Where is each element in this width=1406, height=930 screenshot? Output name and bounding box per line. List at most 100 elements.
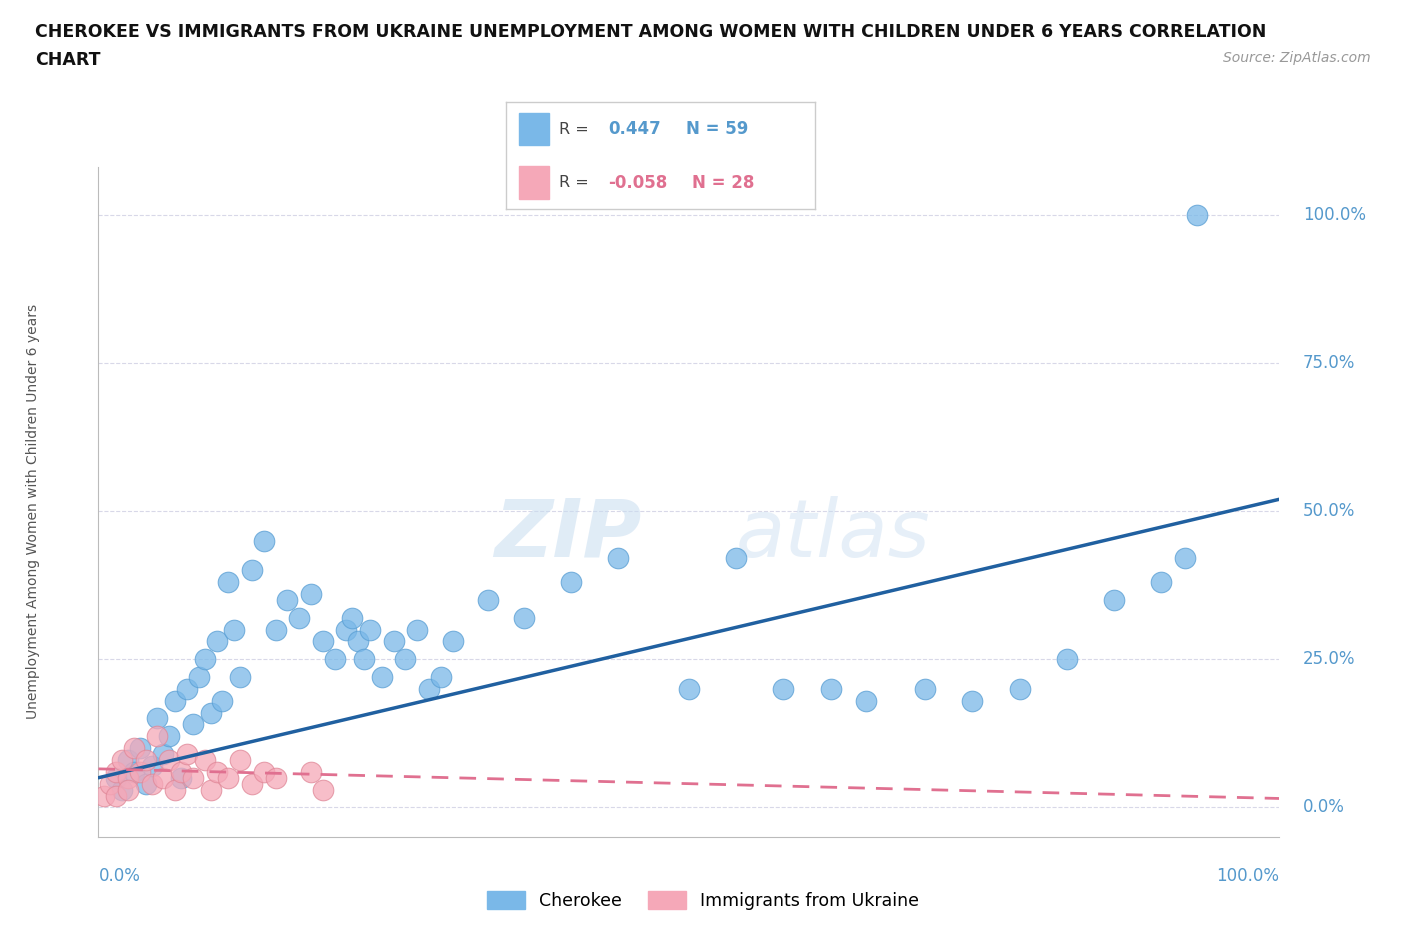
- Point: [187, 670, 209, 684]
- Point: [678, 682, 700, 697]
- Point: [105, 788, 128, 803]
- Point: [205, 634, 228, 649]
- Text: ZIP: ZIP: [495, 496, 641, 574]
- Point: [312, 634, 335, 649]
- Text: 0.0%: 0.0%: [1303, 798, 1346, 817]
- Point: [342, 610, 364, 625]
- Point: [240, 563, 263, 578]
- Point: [122, 764, 145, 779]
- Text: Unemployment Among Women with Children Under 6 years: Unemployment Among Women with Children U…: [27, 303, 41, 719]
- Point: [181, 770, 204, 785]
- Point: [276, 592, 298, 607]
- Point: [371, 670, 394, 684]
- Point: [176, 747, 198, 762]
- Text: CHEROKEE VS IMMIGRANTS FROM UKRAINE UNEMPLOYMENT AMONG WOMEN WITH CHILDREN UNDER: CHEROKEE VS IMMIGRANTS FROM UKRAINE UNEM…: [35, 23, 1267, 41]
- Point: [146, 711, 169, 726]
- Bar: [519, 113, 550, 145]
- Point: [229, 752, 252, 767]
- Point: [855, 693, 877, 708]
- Point: [1174, 551, 1197, 566]
- Text: 0.447: 0.447: [609, 120, 661, 138]
- Point: [128, 740, 150, 755]
- Point: [211, 693, 233, 708]
- Point: [117, 752, 139, 767]
- Point: [299, 764, 322, 779]
- Point: [98, 777, 121, 791]
- Point: [217, 575, 239, 590]
- Point: [165, 693, 187, 708]
- Point: [157, 752, 180, 767]
- Point: [200, 705, 222, 720]
- Point: [512, 610, 534, 625]
- Bar: [519, 166, 550, 199]
- Point: [820, 682, 842, 697]
- Point: [382, 634, 405, 649]
- Point: [205, 764, 228, 779]
- Point: [181, 717, 204, 732]
- Point: [146, 729, 169, 744]
- Point: [176, 682, 198, 697]
- Text: R =: R =: [558, 122, 589, 137]
- Point: [105, 764, 128, 779]
- Point: [165, 782, 187, 797]
- Point: [312, 782, 335, 797]
- Point: [141, 759, 163, 774]
- Point: [93, 788, 115, 803]
- Point: [240, 777, 263, 791]
- Text: CHART: CHART: [35, 51, 101, 69]
- Point: [253, 764, 276, 779]
- Point: [1102, 592, 1125, 607]
- Point: [725, 551, 748, 566]
- Point: [157, 729, 180, 744]
- Point: [128, 764, 150, 779]
- Text: 0.0%: 0.0%: [98, 867, 141, 884]
- Point: [111, 782, 134, 797]
- Point: [194, 652, 217, 667]
- Point: [335, 622, 357, 637]
- Point: [200, 782, 222, 797]
- Point: [430, 670, 453, 684]
- Point: [105, 770, 128, 785]
- Point: [170, 764, 193, 779]
- Point: [152, 770, 174, 785]
- Point: [914, 682, 936, 697]
- Point: [477, 592, 499, 607]
- Point: [406, 622, 429, 637]
- Point: [560, 575, 582, 590]
- Point: [299, 587, 322, 602]
- Point: [394, 652, 416, 667]
- Point: [347, 634, 370, 649]
- Text: Source: ZipAtlas.com: Source: ZipAtlas.com: [1223, 51, 1371, 65]
- Point: [353, 652, 375, 667]
- Point: [253, 533, 276, 548]
- Point: [152, 747, 174, 762]
- Text: 100.0%: 100.0%: [1216, 867, 1279, 884]
- Point: [1185, 207, 1208, 222]
- Point: [194, 752, 217, 767]
- Text: atlas: atlas: [737, 496, 931, 574]
- Text: R =: R =: [558, 175, 589, 190]
- Point: [135, 752, 157, 767]
- Point: [141, 777, 163, 791]
- Text: -0.058: -0.058: [609, 174, 668, 192]
- Point: [418, 682, 440, 697]
- Point: [229, 670, 252, 684]
- Point: [122, 740, 145, 755]
- Point: [323, 652, 346, 667]
- Point: [772, 682, 794, 697]
- Text: 100.0%: 100.0%: [1303, 206, 1367, 224]
- Point: [111, 752, 134, 767]
- Legend: Cherokee, Immigrants from Ukraine: Cherokee, Immigrants from Ukraine: [479, 884, 927, 917]
- Point: [117, 770, 139, 785]
- Point: [135, 777, 157, 791]
- Text: N = 28: N = 28: [692, 174, 754, 192]
- Point: [441, 634, 464, 649]
- Point: [288, 610, 311, 625]
- Point: [1150, 575, 1173, 590]
- Point: [170, 770, 193, 785]
- Point: [117, 782, 139, 797]
- Text: N = 59: N = 59: [686, 120, 748, 138]
- Point: [264, 622, 287, 637]
- Point: [607, 551, 630, 566]
- Point: [224, 622, 246, 637]
